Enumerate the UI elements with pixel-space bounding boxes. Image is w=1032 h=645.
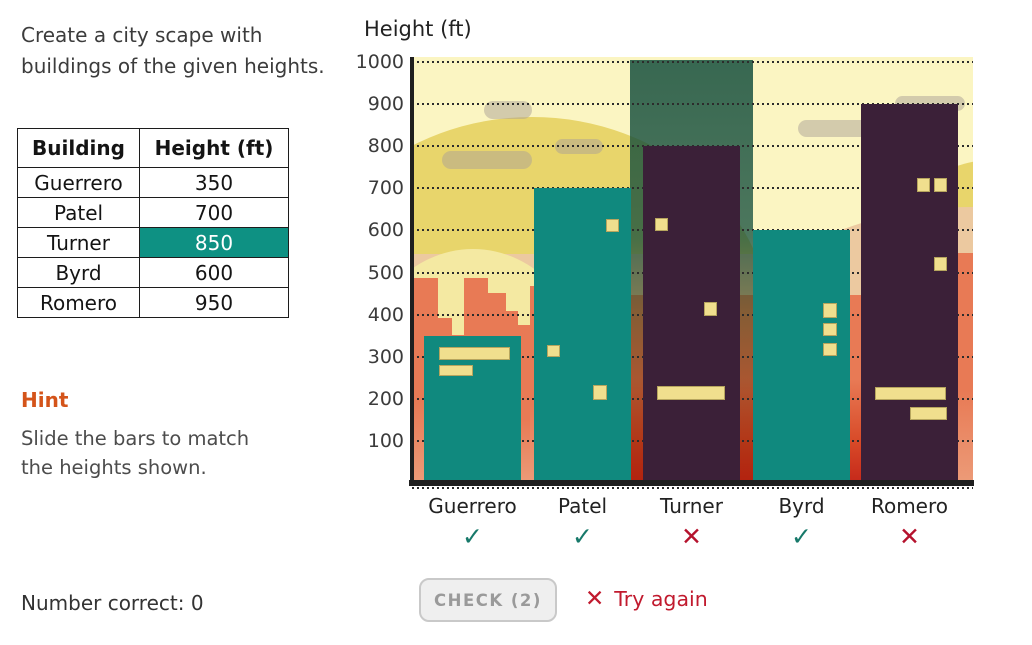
incorrect-cross-icon: ✕ [899,522,920,551]
chart-plot-area [412,57,973,483]
feedback-message: ✕ Try again [585,586,708,612]
building-window [917,177,930,192]
y-axis-line [410,57,414,486]
feedback-text: Try again [614,587,708,611]
building-window [439,347,510,361]
cloud [442,151,532,169]
table-cell-height: 700 [139,197,289,228]
table-cell-height: 600 [139,257,289,288]
building-window [439,364,473,377]
table-cell-building: Guerrero [17,167,140,198]
cross-icon: ✕ [585,586,605,612]
building-window [823,303,837,318]
height-table: Building Height (ft) Guerrero 350 Patel 700… [17,128,289,318]
building-window [547,345,560,357]
table-header-row: Building Height (ft) [17,128,289,168]
y-tick-label: 100 [367,429,404,452]
table-row[interactable]: Romero 950 [17,287,289,318]
hint-body: Slide the bars to match the heights show… [21,427,250,479]
background-building [518,325,530,483]
table-cell-height: 350 [139,167,289,198]
table-row[interactable]: Byrd 600 [17,257,289,288]
table-cell-building: Romero [17,287,140,318]
building-window [704,302,717,317]
x-label-romero: Romero [870,494,949,518]
building-window [657,386,725,401]
building-window [934,257,947,272]
background-building [958,253,973,483]
correct-check-icon: ✓ [462,522,483,551]
building-window [593,385,607,401]
y-tick-label: 600 [367,219,404,242]
table-header-building: Building [17,128,140,168]
gridline [412,145,973,148]
height-table-body: Guerrero 350 Patel 700 Turner 850 Byrd 600 Romer… [17,167,289,318]
table-row[interactable]: Patel 700 [17,197,289,228]
building-window [910,407,947,421]
table-cell-height: 950 [139,287,289,318]
y-tick-label: 200 [367,387,404,410]
y-tick-label: 500 [367,261,404,284]
chart-title: Height (ft) [364,17,472,41]
table-row[interactable]: Guerrero 350 [17,167,289,198]
gridline [412,103,973,106]
y-tick-label: 900 [367,93,404,116]
table-cell-building: Turner [17,227,140,258]
table-cell-building: Patel [17,197,140,228]
x-axis-line [409,480,974,486]
building-window [934,177,947,192]
building-window [875,387,946,401]
x-axis-dotted-line [412,487,973,489]
y-tick-label: 1000 [355,51,404,73]
correct-check-icon: ✓ [572,522,593,551]
cloud [484,101,532,119]
building-bar-romero[interactable] [861,104,958,483]
cloud [798,120,870,137]
x-label-guerrero: Guerrero [428,494,517,518]
incorrect-cross-icon: ✕ [681,522,702,551]
building-bar-turner[interactable] [643,146,740,483]
building-bar-byrd[interactable] [753,230,850,483]
y-tick-label: 800 [367,135,404,158]
x-label-turner: Turner [660,494,723,518]
x-label-byrd: Byrd [778,494,825,518]
building-window [606,219,619,233]
table-cell-height-selected: 850 [139,227,289,258]
building-window [823,322,837,337]
y-tick-label: 300 [367,345,404,368]
building-bar-patel[interactable] [534,188,631,483]
building-bar-guerrero[interactable] [424,335,521,483]
task-prompt: Create a city scape with buildings of th… [21,23,325,78]
building-window [823,343,837,357]
gridline [412,61,973,63]
x-label-patel: Patel [557,494,608,518]
correct-check-icon: ✓ [791,522,812,551]
table-header-height: Height (ft) [139,128,289,168]
y-tick-label: 700 [367,177,404,200]
check-button[interactable]: CHECK (2) [419,578,557,622]
table-cell-building: Byrd [17,257,140,288]
hint-title: Hint [21,388,69,412]
table-row[interactable]: Turner 850 [17,227,289,258]
building-window [655,217,668,232]
y-tick-label: 400 [367,303,404,326]
score-label: Number correct: 0 [21,591,204,615]
